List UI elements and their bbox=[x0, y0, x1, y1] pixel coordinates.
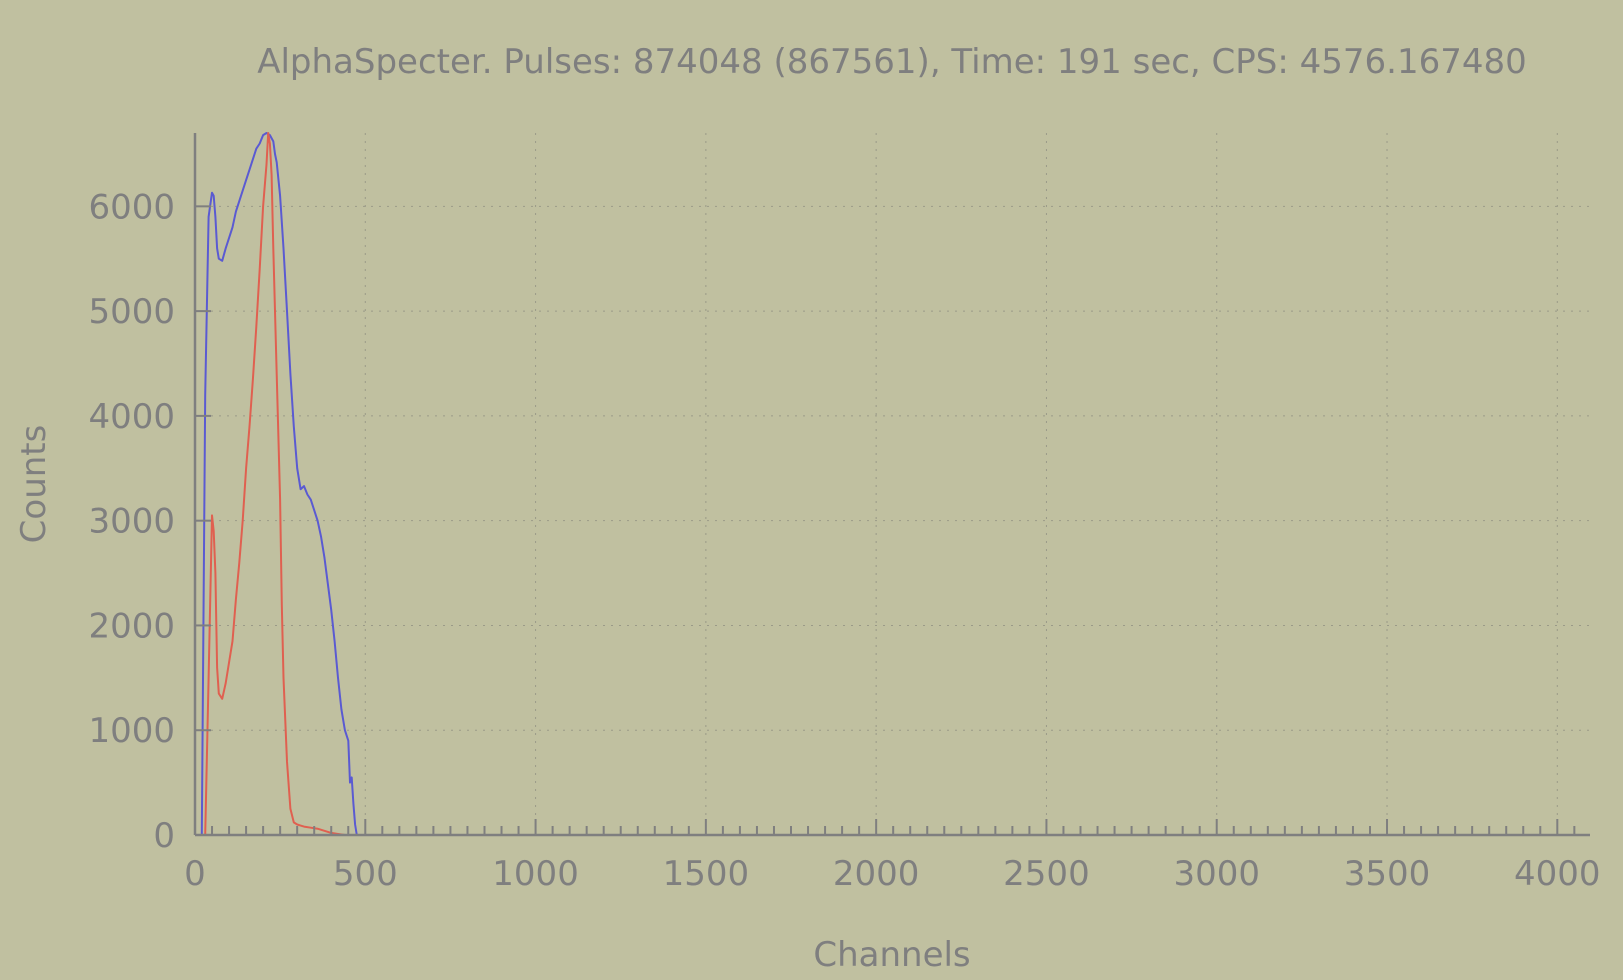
x-tick-label: 500 bbox=[333, 854, 398, 894]
series-line-2 bbox=[195, 132, 1590, 836]
grid bbox=[195, 133, 1590, 835]
y-tick-label: 5000 bbox=[88, 292, 175, 332]
x-tick-label: 0 bbox=[184, 854, 206, 894]
x-tick-label: 2500 bbox=[1003, 854, 1090, 894]
x-tick-label: 1500 bbox=[663, 854, 750, 894]
y-tick-label: 4000 bbox=[88, 397, 175, 437]
y-tick-label: 6000 bbox=[88, 187, 175, 227]
x-tick-label: 1000 bbox=[492, 854, 579, 894]
y-tick-label: 1000 bbox=[88, 711, 175, 751]
chart-title: AlphaSpecter. Pulses: 874048 (867561), T… bbox=[257, 42, 1527, 82]
x-tick-label: 4000 bbox=[1514, 854, 1601, 894]
x-tick-label: 3000 bbox=[1173, 854, 1260, 894]
y-tick-label: 3000 bbox=[88, 502, 175, 542]
axes: 0 500 1000 1500 2000 2500 3000 3500 4000 0 1000 200… bbox=[88, 133, 1601, 894]
x-tick-label: 3500 bbox=[1344, 854, 1431, 894]
y-axis-label: Counts bbox=[14, 425, 54, 544]
series-line-1 bbox=[195, 132, 1590, 836]
x-axis-label: Channels bbox=[813, 935, 970, 975]
x-tick-label: 2000 bbox=[833, 854, 920, 894]
y-tick-label: 2000 bbox=[88, 606, 175, 646]
series-group bbox=[195, 132, 1590, 836]
y-tick-label: 0 bbox=[153, 816, 175, 856]
